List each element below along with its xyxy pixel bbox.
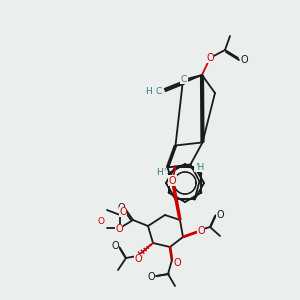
Text: C: C	[181, 74, 187, 83]
Text: C: C	[156, 86, 162, 95]
Text: O: O	[169, 176, 176, 185]
Text: O: O	[197, 226, 205, 236]
Text: O: O	[173, 258, 181, 268]
Text: O: O	[147, 272, 155, 282]
Text: O: O	[216, 210, 224, 220]
Text: O: O	[240, 55, 248, 65]
Text: O: O	[134, 254, 142, 264]
Text: O: O	[98, 218, 104, 226]
Text: O: O	[115, 224, 123, 234]
Text: O: O	[169, 176, 176, 185]
Text: 'H: 'H	[195, 163, 204, 172]
Text: O: O	[206, 53, 214, 63]
Text: O: O	[119, 207, 127, 217]
Text: ': '	[163, 168, 166, 177]
Text: O: O	[117, 203, 125, 213]
Text: H: H	[145, 88, 152, 97]
Text: H: H	[156, 168, 163, 177]
Text: O: O	[111, 241, 119, 251]
